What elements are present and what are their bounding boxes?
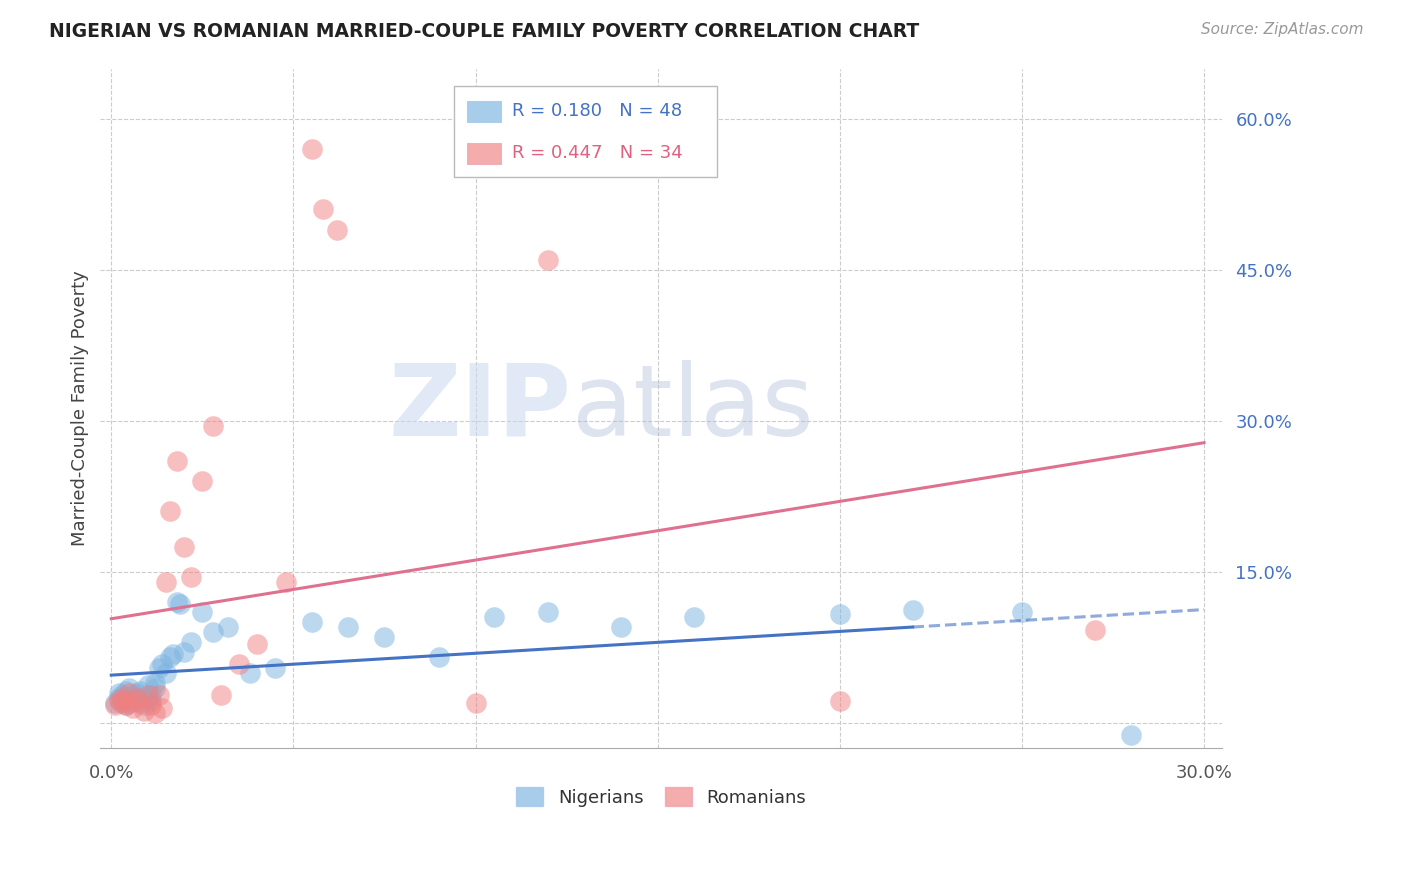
- Point: [107, 690, 129, 705]
- Point: [141, 694, 163, 708]
- Point: [118, 686, 141, 700]
- Point: [610, 620, 633, 634]
- Point: [276, 574, 298, 589]
- Point: [118, 696, 141, 710]
- Point: [1084, 624, 1107, 638]
- Point: [537, 252, 560, 267]
- Point: [104, 696, 127, 710]
- Point: [122, 688, 145, 702]
- Point: [427, 650, 450, 665]
- FancyBboxPatch shape: [454, 86, 717, 178]
- Point: [683, 610, 706, 624]
- Point: [326, 222, 349, 236]
- Point: [166, 595, 188, 609]
- Point: [115, 698, 138, 712]
- Point: [202, 625, 225, 640]
- Point: [301, 142, 323, 156]
- Point: [173, 645, 195, 659]
- Point: [111, 694, 134, 708]
- Point: [129, 690, 152, 705]
- Point: [162, 648, 184, 662]
- Point: [111, 688, 134, 702]
- Point: [129, 683, 152, 698]
- Point: [141, 698, 163, 712]
- Point: [143, 681, 166, 695]
- Point: [143, 706, 166, 720]
- Point: [1121, 728, 1143, 742]
- Point: [141, 688, 163, 702]
- Point: [173, 540, 195, 554]
- Point: [228, 657, 250, 672]
- Point: [132, 704, 155, 718]
- FancyBboxPatch shape: [467, 144, 501, 163]
- Text: atlas: atlas: [572, 359, 813, 457]
- Point: [159, 650, 181, 665]
- Point: [828, 607, 851, 622]
- Point: [148, 688, 170, 702]
- Point: [111, 690, 134, 705]
- Text: ZIP: ZIP: [388, 359, 572, 457]
- Point: [125, 694, 148, 708]
- Point: [901, 603, 924, 617]
- Point: [239, 665, 262, 680]
- Point: [150, 657, 173, 672]
- Point: [107, 686, 129, 700]
- Point: [136, 678, 159, 692]
- Point: [482, 610, 505, 624]
- Point: [104, 698, 127, 712]
- Point: [115, 698, 138, 712]
- Point: [122, 690, 145, 705]
- Legend: Nigerians, Romanians: Nigerians, Romanians: [509, 780, 814, 814]
- Point: [122, 700, 145, 714]
- Point: [136, 690, 159, 705]
- Point: [180, 570, 202, 584]
- Point: [537, 605, 560, 619]
- Point: [155, 574, 177, 589]
- Point: [118, 694, 141, 708]
- Point: [111, 696, 134, 710]
- Text: R = 0.180   N = 48: R = 0.180 N = 48: [512, 103, 682, 120]
- Point: [150, 700, 173, 714]
- Point: [373, 630, 395, 644]
- Point: [209, 688, 232, 702]
- Point: [125, 690, 148, 705]
- Point: [115, 683, 138, 698]
- Point: [180, 635, 202, 649]
- Point: [246, 637, 269, 651]
- Point: [828, 694, 851, 708]
- Text: R = 0.447   N = 34: R = 0.447 N = 34: [512, 145, 683, 162]
- Point: [1011, 605, 1033, 619]
- Point: [155, 665, 177, 680]
- Point: [337, 620, 360, 634]
- Point: [217, 620, 239, 634]
- Point: [264, 660, 287, 674]
- Point: [191, 475, 214, 489]
- Y-axis label: Married-Couple Family Poverty: Married-Couple Family Poverty: [72, 270, 89, 546]
- Point: [464, 696, 486, 710]
- Point: [107, 694, 129, 708]
- Point: [132, 698, 155, 712]
- Point: [166, 454, 188, 468]
- FancyBboxPatch shape: [467, 101, 501, 121]
- Text: NIGERIAN VS ROMANIAN MARRIED-COUPLE FAMILY POVERTY CORRELATION CHART: NIGERIAN VS ROMANIAN MARRIED-COUPLE FAMI…: [49, 22, 920, 41]
- Point: [202, 418, 225, 433]
- Point: [169, 597, 191, 611]
- Text: Source: ZipAtlas.com: Source: ZipAtlas.com: [1201, 22, 1364, 37]
- Point: [148, 660, 170, 674]
- Point: [118, 681, 141, 695]
- Point: [129, 696, 152, 710]
- Point: [143, 675, 166, 690]
- Point: [311, 202, 333, 217]
- Point: [125, 686, 148, 700]
- Point: [136, 688, 159, 702]
- Point: [301, 615, 323, 630]
- Point: [159, 504, 181, 518]
- Point: [191, 605, 214, 619]
